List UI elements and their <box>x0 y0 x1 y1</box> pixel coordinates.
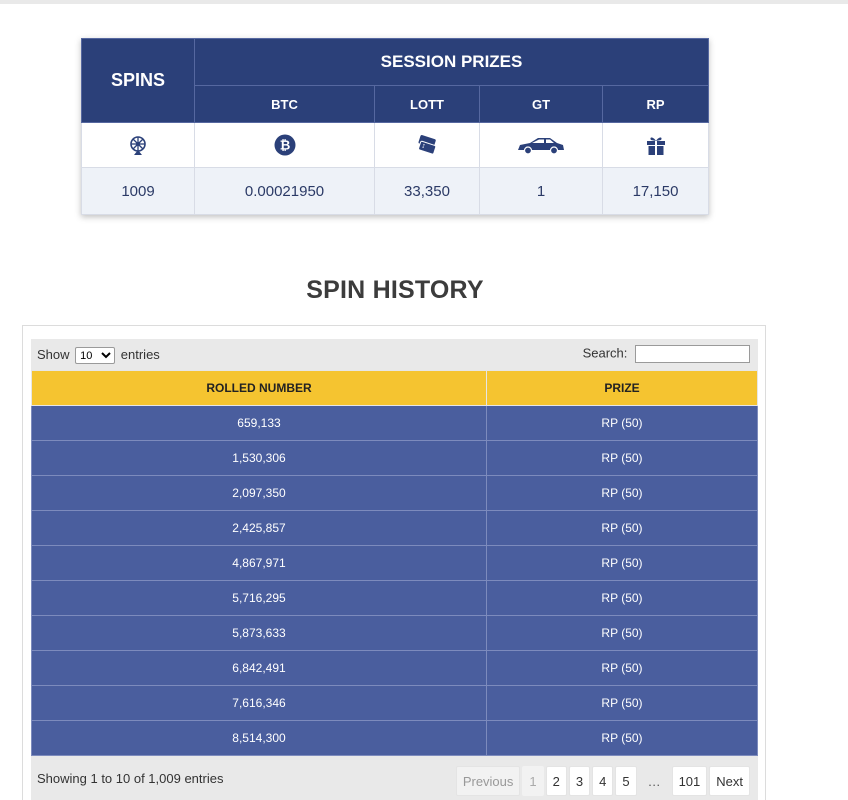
car-icon <box>518 138 564 155</box>
spins-icon-cell <box>81 122 195 168</box>
table-row: 8,514,300 RP (50) <box>31 720 758 756</box>
rp-header: RP <box>601 85 710 123</box>
search-control: Search: <box>583 345 750 363</box>
rolled-number-cell: 2,425,857 <box>31 510 487 546</box>
wheel-icon <box>130 136 146 155</box>
table-row: 1,530,306 RP (50) <box>31 440 758 476</box>
session-prizes-table: SPINS SESSION PRIZES BTC LOTT GT RP <box>81 38 710 215</box>
prize-cell: RP (50) <box>486 650 758 686</box>
previous-button[interactable]: Previous <box>455 766 521 796</box>
page-button-5[interactable]: 5 <box>615 766 637 796</box>
table-row: 5,873,633 RP (50) <box>31 615 758 651</box>
lott-icon-cell <box>374 122 480 168</box>
rp-icon-cell <box>601 122 710 168</box>
tickets-icon <box>418 135 437 155</box>
page-size-select[interactable]: 10 <box>75 347 116 365</box>
rolled-number-cell: 6,842,491 <box>31 650 487 686</box>
gt-header: GT <box>479 85 603 123</box>
gift-icon <box>646 137 665 155</box>
spin-history-body: 659,133 RP (50) 1,530,306 RP (50) 2,097,350 R… <box>31 405 758 756</box>
table-row: 7,616,346 RP (50) <box>31 685 758 721</box>
icon-row: ₿ <box>81 122 710 168</box>
prize-cell: RP (50) <box>486 510 758 546</box>
rolled-number-header[interactable]: ROLLED NUMBER <box>31 370 487 406</box>
page-button-1[interactable]: 1 <box>522 766 544 796</box>
next-button[interactable]: Next <box>709 766 750 796</box>
rolled-number-cell: 4,867,971 <box>31 545 487 581</box>
rolled-number-cell: 2,097,350 <box>31 475 487 511</box>
prize-cell: RP (50) <box>486 405 758 441</box>
search-input[interactable] <box>635 345 750 363</box>
top-bar <box>0 0 848 4</box>
page-button-4[interactable]: 4 <box>592 766 614 796</box>
rolled-number-cell: 1,530,306 <box>31 440 487 476</box>
pagination-ellipsis: … <box>647 774 661 789</box>
entries-label: entries <box>120 347 160 362</box>
table-row: 659,133 RP (50) <box>31 405 758 441</box>
table-row: 2,425,857 RP (50) <box>31 510 758 546</box>
page-button-last[interactable]: 101 <box>671 766 708 796</box>
show-label: Show <box>37 347 70 362</box>
rolled-number-cell: 5,716,295 <box>31 580 487 616</box>
btc-value: 0.00021950 <box>194 167 375 215</box>
bitcoin-icon: ₿ <box>274 134 295 156</box>
spin-history-table: ROLLED NUMBER PRIZE 659,133 RP (50) 1,530,… <box>31 370 758 756</box>
spin-history-title: SPIN HISTORY <box>306 276 484 304</box>
rp-value: 17,150 <box>601 167 710 215</box>
prize-cell: RP (50) <box>486 545 758 581</box>
gt-icon-cell <box>479 122 603 168</box>
table-row: 6,842,491 RP (50) <box>31 650 758 686</box>
rolled-number-cell: 659,133 <box>31 405 487 441</box>
search-label: Search: <box>582 345 628 361</box>
table-row: 2,097,350 RP (50) <box>31 475 758 511</box>
prize-cell: RP (50) <box>486 615 758 651</box>
rolled-number-cell: 5,873,633 <box>31 615 487 651</box>
lott-value: 33,350 <box>374 167 480 215</box>
entries-info: Showing 1 to 10 of 1,009 entries <box>37 771 224 786</box>
prize-cell: RP (50) <box>486 440 758 476</box>
session-values-row: 1009 0.00021950 33,350 1 17,150 <box>81 167 710 215</box>
prize-cell: RP (50) <box>486 580 758 616</box>
page-size-control: Show 10 entries <box>37 347 160 365</box>
prize-cell: RP (50) <box>486 720 758 756</box>
session-prizes-header: SESSION PRIZES <box>193 38 710 86</box>
btc-header: BTC <box>194 85 375 123</box>
lott-header: LOTT <box>374 85 480 123</box>
svg-text:₿: ₿ <box>279 139 290 154</box>
spins-header: SPINS <box>81 38 195 123</box>
prize-cell: RP (50) <box>486 475 758 511</box>
table-row: 4,867,971 RP (50) <box>31 545 758 581</box>
pagination: Previous 1 2 3 4 5 … 101 Next <box>454 766 750 796</box>
page-button-3[interactable]: 3 <box>568 766 591 796</box>
rolled-number-cell: 7,616,346 <box>31 685 487 721</box>
prize-cell: RP (50) <box>486 685 758 721</box>
gt-value: 1 <box>479 167 603 215</box>
table-footer: Showing 1 to 10 of 1,009 entries Previou… <box>31 756 758 800</box>
rolled-number-cell: 8,514,300 <box>31 720 487 756</box>
spins-value: 1009 <box>81 167 195 215</box>
btc-icon-cell: ₿ <box>194 122 375 168</box>
page-button-2[interactable]: 2 <box>545 766 567 796</box>
table-row: 5,716,295 RP (50) <box>31 580 758 616</box>
prize-header[interactable]: PRIZE <box>486 370 758 406</box>
table-controls: Show 10 entries Search: <box>31 339 758 370</box>
